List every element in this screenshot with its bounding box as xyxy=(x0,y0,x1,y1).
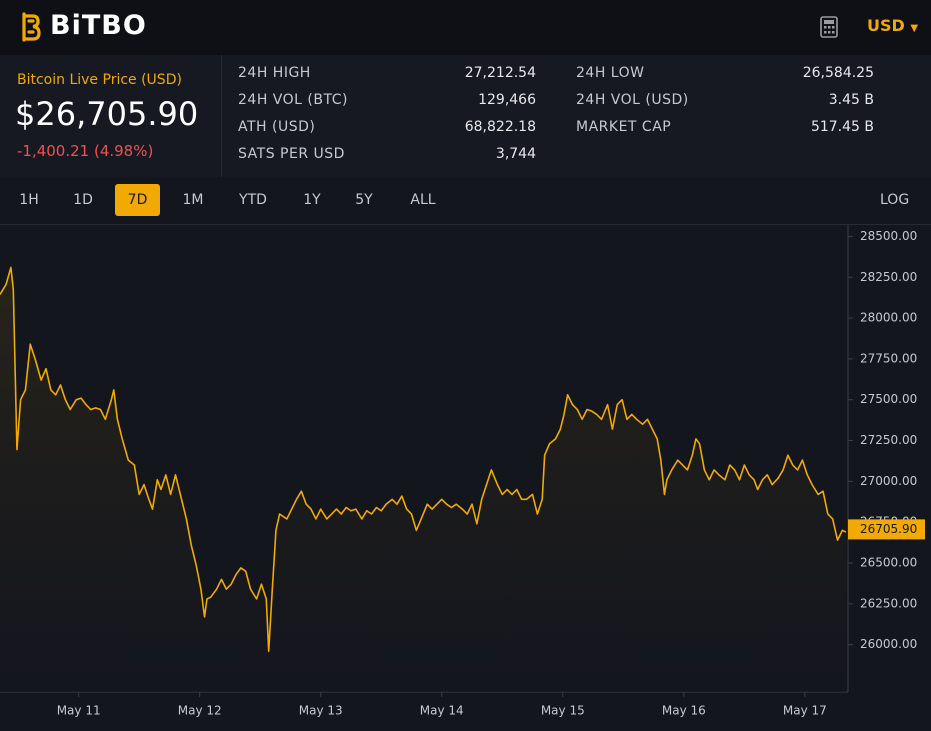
dropdown-arrow: ▼ xyxy=(910,23,919,34)
stat-value: 68,822.18 xyxy=(464,119,536,135)
y-tick-label: 28250.00 xyxy=(860,270,917,284)
y-tick-label: 27750.00 xyxy=(860,351,917,365)
y-tick-label: 26500.00 xyxy=(860,556,917,570)
timeframe-tab[interactable]: 1Y xyxy=(303,192,321,208)
logo-icon xyxy=(22,12,41,42)
timeframe-tab[interactable]: 1H xyxy=(19,192,39,208)
stat-value: 129,466 xyxy=(478,92,536,108)
stat-row: 24H LOW 26,584.25 xyxy=(576,65,874,84)
timeframe-tab[interactable]: 1D xyxy=(73,192,93,208)
x-tick-label: May 12 xyxy=(178,704,222,718)
stat-label: 24H VOL (BTC) xyxy=(238,92,348,108)
price-area xyxy=(0,267,846,692)
stats-grid: 24H HIGH 27,212.54 24H LOW 26,584.25 24H VOL… xyxy=(238,65,874,165)
price-change: -1,400.21 (4.98%) xyxy=(17,142,154,160)
stat-row: 24H HIGH 27,212.54 xyxy=(238,65,536,84)
timeframe-tab[interactable]: 5Y xyxy=(355,192,373,208)
timeframe-tab[interactable]: 1M xyxy=(182,192,204,208)
price-line xyxy=(0,266,847,652)
price: $26,705.90 xyxy=(15,95,199,133)
x-tick-label: May 15 xyxy=(541,704,585,718)
y-tick-label: 28500.00 xyxy=(860,229,917,243)
stat-label: 24H HIGH xyxy=(238,65,311,81)
timeframe-tab[interactable]: 7D xyxy=(115,184,160,216)
stat-label: ATH (USD) xyxy=(238,119,316,135)
currency-select[interactable]: USD ▼ xyxy=(867,16,918,35)
x-tick-label: May 13 xyxy=(299,704,343,718)
stat-row: ATH (USD) 68,822.18 xyxy=(238,119,536,138)
y-tick-label: 27250.00 xyxy=(860,433,917,447)
stat-value: 3.45 B xyxy=(828,92,874,108)
y-tick-label: 26250.00 xyxy=(860,596,917,610)
price-label: Bitcoin Live Price (USD) xyxy=(17,72,182,88)
timeframe-tab[interactable]: YTD xyxy=(239,192,267,208)
stat-label: 24H LOW xyxy=(576,65,645,81)
x-tick-label: May 16 xyxy=(662,704,706,718)
y-tick-label: 26000.00 xyxy=(860,637,917,651)
stat-label: 24H VOL (USD) xyxy=(576,92,689,108)
current-price-label: 26705.90 xyxy=(860,522,917,536)
stat-label: MARKET CAP xyxy=(576,119,672,135)
timeframe-tab[interactable]: ALL xyxy=(410,192,436,208)
stat-label: SATS PER USD xyxy=(238,146,345,162)
stat-value: 517.45 B xyxy=(810,119,874,135)
stat-row: SATS PER USD 3,744 xyxy=(238,146,536,165)
current-price-marker xyxy=(848,519,925,540)
stat-value: 26,584.25 xyxy=(802,65,874,81)
x-tick-label: May 11 xyxy=(57,704,101,718)
stat-value: 27,212.54 xyxy=(464,65,536,81)
y-tick-label: 28000.00 xyxy=(860,311,917,325)
y-tick-label: 27500.00 xyxy=(860,392,917,406)
x-tick-label: May 17 xyxy=(783,704,827,718)
y-tick-label: 27000.00 xyxy=(860,474,917,488)
top-bar: BiTBO USD ▼ xyxy=(0,0,931,55)
stat-value: 3,744 xyxy=(495,146,536,162)
x-tick-label: May 14 xyxy=(420,704,464,718)
log-toggle[interactable]: LOG xyxy=(880,192,910,208)
stats-panel: Bitcoin Live Price (USD) $26,705.90 -1,4… xyxy=(0,55,931,178)
calculator-icon[interactable] xyxy=(820,16,838,38)
price-box: Bitcoin Live Price (USD) $26,705.90 -1,4… xyxy=(0,55,222,177)
logo[interactable]: BiTBO xyxy=(50,10,147,41)
currency-label: USD xyxy=(867,16,905,35)
stat-row: 24H VOL (USD) 3.45 B xyxy=(576,92,874,111)
timeframe-bar: LOG 1H 1D 7D 1M YTD 1Y 5Y ALL xyxy=(0,177,931,225)
price-chart: 26000.0026250.0026500.0026750.0027000.00… xyxy=(0,225,925,718)
stat-row: 24H VOL (BTC) 129,466 xyxy=(238,92,536,111)
stat-row: MARKET CAP 517.45 B xyxy=(576,119,874,138)
